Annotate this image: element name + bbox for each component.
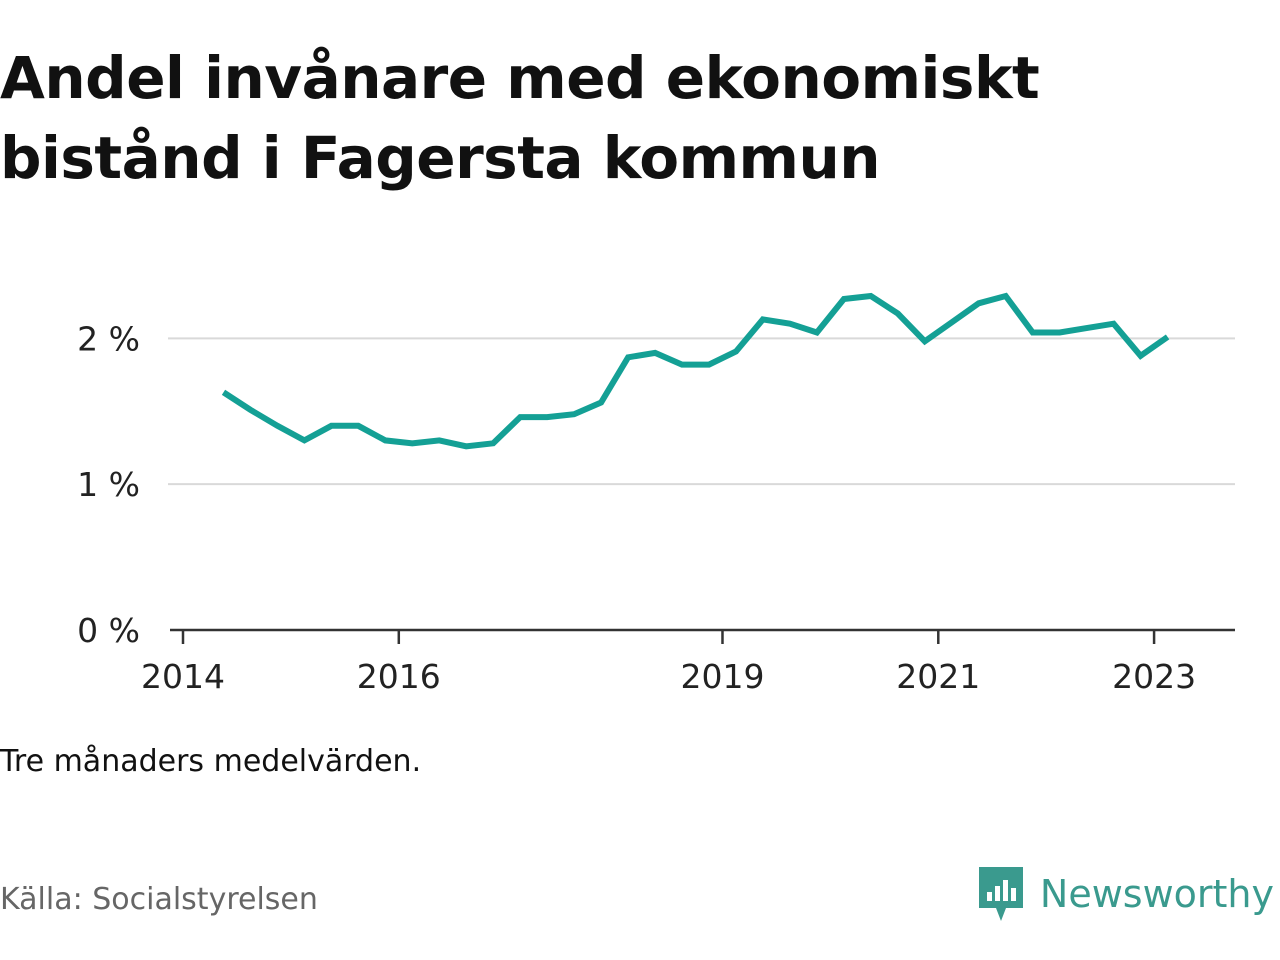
series-line [221,292,1170,450]
chart-note: Tre månaders medelvärden. [0,744,422,779]
brand-logo: Newsworthy [976,864,1274,924]
x-tick-label: 2021 [896,657,980,696]
series-layer [221,292,1170,450]
y-tick-label: 2 % [77,319,140,358]
x-axis-labels: 2014 2016 2019 2021 2023 [141,657,1196,696]
y-axis-labels: 0 % 1 % 2 % [77,319,140,650]
x-tick-label: 2016 [357,657,441,696]
x-tick-label: 2019 [680,657,764,696]
brand-name: Newsworthy [1039,872,1274,916]
source-credit: Källa: Socialstyrelsen [0,882,318,917]
x-axis [170,628,1235,644]
x-tick-label: 2023 [1112,657,1196,696]
line-chart: 0 % 1 % 2 % 2014 2016 2019 2021 2023 [77,292,1235,696]
y-tick-label: 0 % [77,611,140,650]
chart-title: Andel invånare med ekonomiskt bistånd i … [0,44,1040,192]
bar-chart-speech-bubble-icon [978,867,1023,921]
gridlines [168,337,1235,486]
x-tick-label: 2014 [141,657,225,696]
y-tick-label: 1 % [77,465,140,504]
